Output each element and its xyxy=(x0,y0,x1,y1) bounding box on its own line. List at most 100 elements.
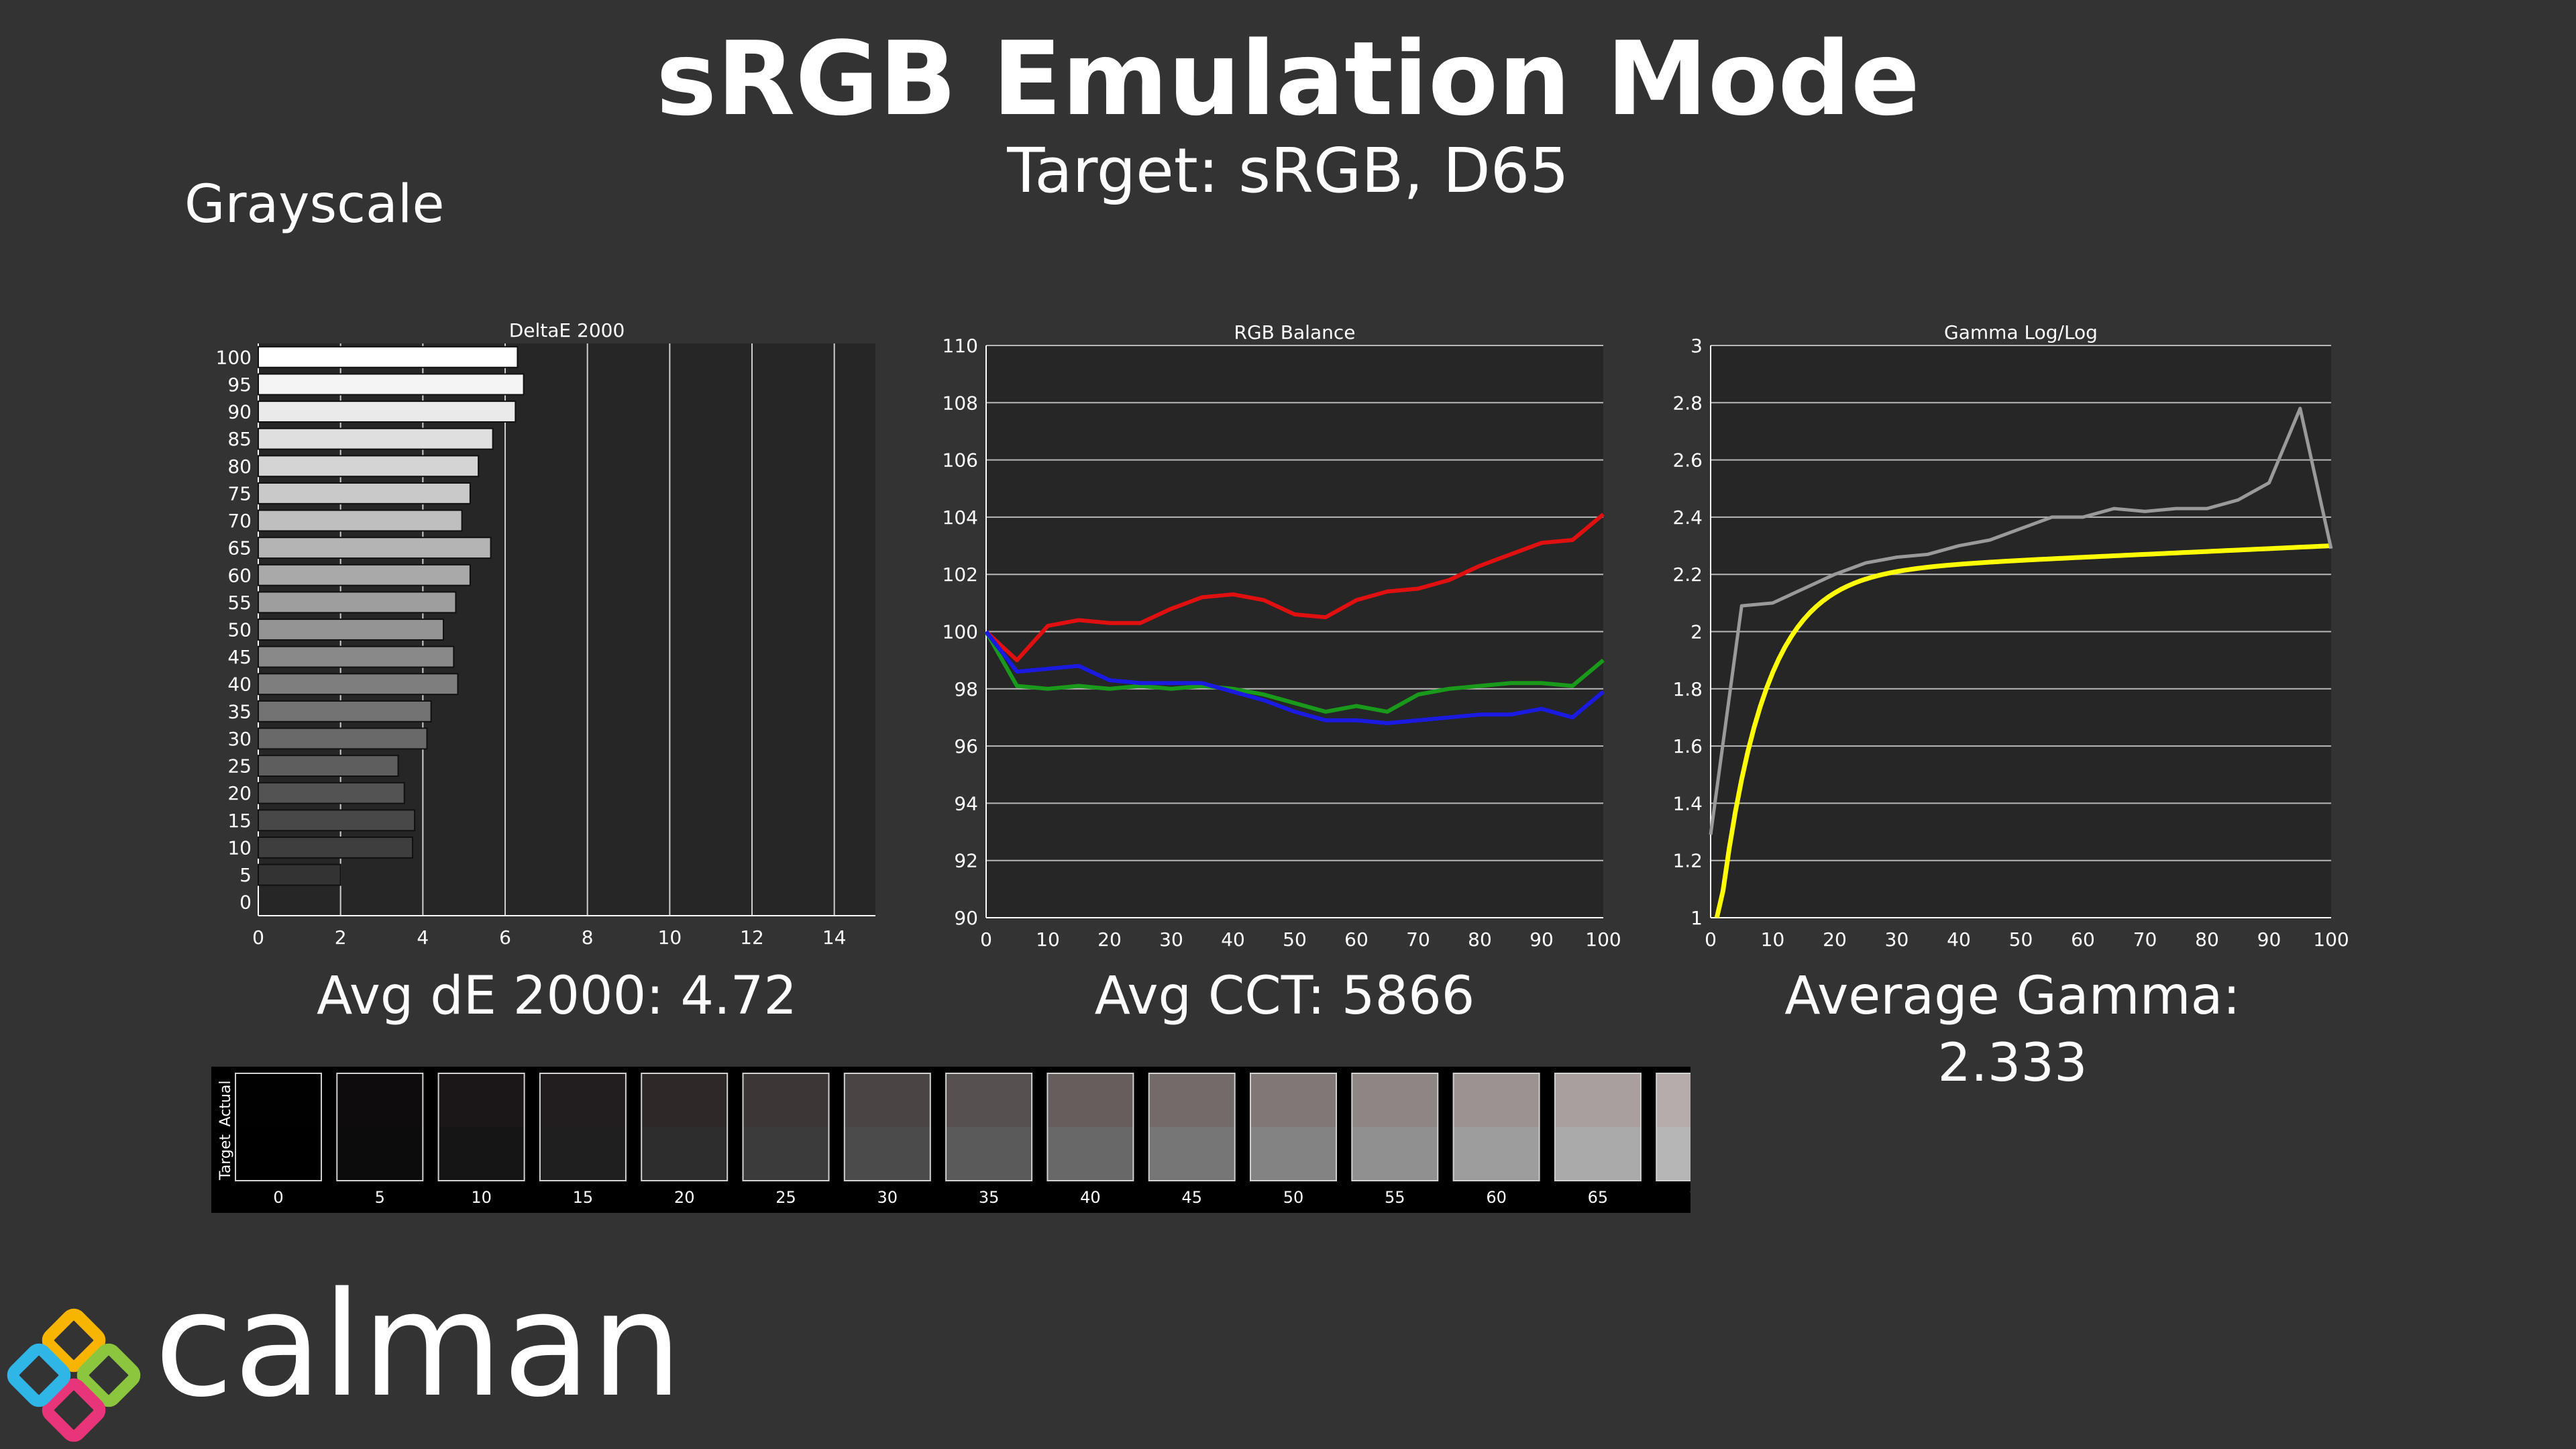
delta-e-bar xyxy=(258,863,341,886)
gamma-x-tick: 70 xyxy=(2133,928,2157,951)
swatch-actual xyxy=(539,1073,626,1127)
swatch-target xyxy=(1453,1127,1540,1181)
swatch-actual xyxy=(1554,1073,1641,1127)
delta-e-category-label: 80 xyxy=(227,455,252,478)
rgb-balance-series-line xyxy=(984,513,1605,663)
delta-e-category-label: 35 xyxy=(227,700,252,722)
rgb-balance-y-tick: 94 xyxy=(954,792,978,814)
delta-e-bar xyxy=(258,755,399,777)
delta-e-x-tick: 14 xyxy=(822,926,847,949)
rgb-balance-y-tick: 98 xyxy=(954,678,978,700)
swatch-label: 0 xyxy=(273,1188,283,1207)
swatch-target xyxy=(1554,1127,1641,1181)
swatch-target xyxy=(641,1127,728,1181)
avg-cct-label: Avg CCT: 5866 xyxy=(1094,966,1475,1026)
swatch-target xyxy=(1047,1127,1134,1181)
delta-e-category-label: 70 xyxy=(227,510,252,532)
calman-logo-icon xyxy=(7,1308,141,1442)
rgb-balance-y-tick: 108 xyxy=(943,392,978,414)
avg-delta-e-label: Avg dE 2000: 4.72 xyxy=(316,966,798,1026)
swatch-row-label-actual: Actual xyxy=(217,1081,234,1127)
gamma-x-tick: 50 xyxy=(2009,928,2033,951)
section-label: Grayscale xyxy=(184,174,445,235)
rgb-balance-x-tick: 80 xyxy=(1468,928,1492,951)
swatch-actual xyxy=(844,1073,930,1127)
gamma-x-tick: 0 xyxy=(1705,928,1717,951)
swatch-actual xyxy=(1250,1073,1336,1127)
gamma-title: Gamma Log/Log xyxy=(1944,321,2098,343)
swatch-actual xyxy=(1453,1073,1540,1127)
delta-e-bar xyxy=(258,455,480,478)
gamma-y-tick: 1.2 xyxy=(1672,850,1703,872)
delta-e-x-tick: 4 xyxy=(417,926,429,949)
swatch-actual xyxy=(438,1073,525,1127)
rgb-balance-x-tick: 50 xyxy=(1283,928,1307,951)
swatch-label: 20 xyxy=(674,1188,695,1207)
rgb-balance-series-line xyxy=(984,630,1605,725)
swatch-label: 45 xyxy=(1181,1188,1202,1207)
swatch-label: 60 xyxy=(1486,1188,1507,1207)
rgb-balance-x-tick: 20 xyxy=(1097,928,1122,951)
rgb-balance-y-tick: 90 xyxy=(954,907,978,929)
swatch-actual xyxy=(1148,1073,1235,1127)
delta-e-category-label: 85 xyxy=(227,428,252,450)
swatch-actual xyxy=(337,1073,423,1127)
gamma-x-tick: 20 xyxy=(1823,928,1847,951)
delta-e-category-label: 65 xyxy=(227,537,252,559)
delta-e-bar xyxy=(258,373,525,396)
delta-e-category-label: 20 xyxy=(227,782,252,804)
rgb-balance-y-tick: 92 xyxy=(954,850,978,872)
swatch-label: 5 xyxy=(375,1188,385,1207)
average-gamma-label: Average Gamma: 2.333 xyxy=(1784,966,2241,1093)
delta-e-category-label: 45 xyxy=(227,646,252,668)
swatch-target xyxy=(438,1127,525,1181)
swatch-border xyxy=(235,1073,322,1181)
delta-e-bar xyxy=(258,619,444,641)
rgb-balance-x-tick: 0 xyxy=(980,928,992,951)
swatch-target xyxy=(1656,1127,1743,1181)
delta-e-bar xyxy=(258,345,519,368)
delta-e-category-label: 25 xyxy=(227,755,252,777)
swatch-target xyxy=(743,1127,829,1181)
swatch-target xyxy=(235,1127,321,1181)
swatch-label: 10 xyxy=(471,1188,492,1207)
swatch-border xyxy=(539,1073,627,1181)
delta-e-category-label: 75 xyxy=(227,482,252,504)
page-title: sRGB Emulation Mode xyxy=(655,19,1921,138)
delta-e-x-tick: 2 xyxy=(335,926,347,949)
rgb-balance-y-tick: 102 xyxy=(943,564,978,586)
swatch-actual xyxy=(1656,1073,1743,1127)
logo-diamond xyxy=(42,1378,106,1442)
logo-diamond xyxy=(76,1343,141,1407)
delta-e-category-label: 10 xyxy=(227,837,252,859)
gamma-y-tick: 2.4 xyxy=(1672,506,1703,529)
rgb-balance-x-tick: 40 xyxy=(1221,928,1245,951)
swatch-border xyxy=(1148,1073,1236,1181)
swatch-label: 55 xyxy=(1385,1188,1405,1207)
swatch-label: 70 xyxy=(1689,1188,1690,1207)
gamma-y-tick: 3 xyxy=(1690,335,1703,357)
swatch-label: 30 xyxy=(877,1188,898,1207)
rgb-balance-y-tick: 106 xyxy=(943,449,978,472)
delta-e-bar xyxy=(258,727,428,750)
delta-e-bar xyxy=(258,591,457,614)
swatch-actual xyxy=(235,1073,321,1127)
delta-e-title: DeltaE 2000 xyxy=(509,319,625,341)
swatch-actual xyxy=(1047,1073,1134,1127)
grayscale-swatch-strip: Actual Target 0 5 10 15 20 25 30 35 40 45 50 55 60 65 70… xyxy=(211,1067,2352,1213)
swatch-row-label-target: Target xyxy=(217,1134,234,1181)
delta-e-category-label: 90 xyxy=(227,401,252,423)
logo-diamond xyxy=(42,1308,106,1373)
gamma-y-tick: 2 xyxy=(1690,621,1703,643)
gamma-measured-line xyxy=(1709,407,2333,835)
swatch-border xyxy=(843,1073,931,1181)
gamma-y-tick: 1.8 xyxy=(1672,678,1703,700)
swatch-border xyxy=(1452,1073,1540,1181)
gamma-y-tick: 2.6 xyxy=(1672,449,1703,472)
delta-e-category-label: 0 xyxy=(239,892,252,914)
swatch-border xyxy=(641,1073,729,1181)
swatch-label: 15 xyxy=(573,1188,594,1207)
swatch-target xyxy=(844,1127,930,1181)
swatch-actual xyxy=(946,1073,1032,1127)
